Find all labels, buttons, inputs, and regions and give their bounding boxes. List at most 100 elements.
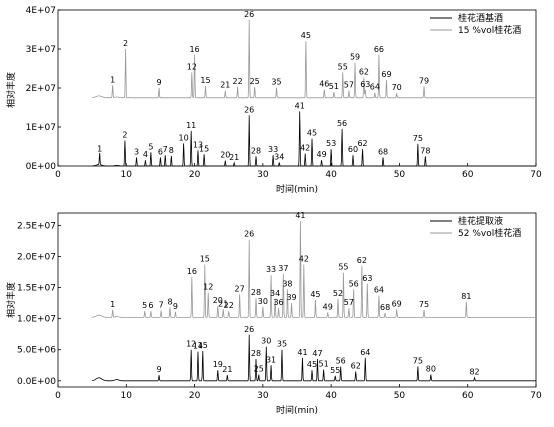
peak-label: 20 bbox=[220, 151, 230, 160]
peak-label: 22 bbox=[224, 301, 234, 310]
peak-label: 80 bbox=[426, 365, 436, 374]
peak-label: 12 bbox=[203, 283, 213, 292]
peak-label: 42 bbox=[300, 144, 310, 153]
peak-label: 55 bbox=[338, 263, 348, 272]
peak-label: 20 bbox=[213, 296, 223, 305]
peak-label: 60 bbox=[348, 145, 358, 154]
y-axis-label: 相对丰度 bbox=[5, 72, 17, 108]
peak-label: 45 bbox=[301, 31, 311, 40]
peak-label: 12 bbox=[187, 62, 197, 71]
legend-entry: 52 %vol桂花酒 bbox=[458, 227, 521, 239]
peak-label: 57 bbox=[344, 81, 354, 90]
peak-label: 41 bbox=[295, 211, 305, 220]
peak-label: 66 bbox=[374, 45, 384, 54]
peak-label: 75 bbox=[413, 356, 423, 365]
y-tick-label: 5.0E+06 bbox=[17, 346, 56, 356]
plot-frame bbox=[57, 212, 537, 388]
peak-label: 5 bbox=[142, 301, 147, 310]
y-tick-label: 0E+00 bbox=[26, 162, 57, 172]
peak-label: 55 bbox=[330, 366, 340, 375]
peak-label: 15 bbox=[198, 341, 208, 350]
peak-label: 45 bbox=[307, 129, 317, 138]
peak-label: 64 bbox=[370, 83, 380, 92]
peak-label: 7 bbox=[159, 301, 164, 310]
peak-label: 25 bbox=[250, 77, 260, 86]
peak-label: 62 bbox=[357, 256, 367, 265]
peak-label: 53 bbox=[326, 139, 336, 148]
peak-label: 28 bbox=[251, 146, 261, 155]
peak-label: 79 bbox=[419, 76, 429, 85]
x-tick-label: 50 bbox=[394, 170, 406, 180]
peak-label: 36 bbox=[273, 298, 283, 307]
peak-label: 45 bbox=[307, 360, 317, 369]
peak-label: 16 bbox=[189, 45, 199, 54]
peak-label: 2 bbox=[123, 39, 128, 48]
peak-label: 26 bbox=[244, 10, 254, 19]
peak-label: 68 bbox=[380, 303, 390, 312]
peak-label: 70 bbox=[392, 83, 402, 92]
peak-label: 4 bbox=[143, 150, 148, 159]
peak-label: 30 bbox=[261, 337, 271, 346]
peak-label: 68 bbox=[378, 147, 388, 156]
x-tick-label: 30 bbox=[257, 170, 269, 180]
peak-label: 21 bbox=[220, 81, 230, 90]
peak-label: 64 bbox=[374, 286, 384, 295]
peak-label: 31 bbox=[266, 355, 276, 364]
series-line bbox=[92, 221, 536, 318]
peak-label: 75 bbox=[419, 300, 429, 309]
y-tick-label: 2.0E+07 bbox=[17, 253, 56, 263]
x-axis-label: 时间(min) bbox=[276, 183, 318, 195]
peak-label: 47 bbox=[312, 349, 322, 358]
peak-label: 42 bbox=[299, 255, 309, 264]
peak-label: 30 bbox=[258, 297, 268, 306]
y-tick-label: 1.5E+07 bbox=[17, 284, 56, 294]
peak-label: 38 bbox=[282, 279, 292, 288]
peak-label: 52 bbox=[333, 289, 343, 298]
peak-label: 46 bbox=[319, 80, 329, 89]
peak-label: 33 bbox=[266, 265, 276, 274]
peak-label: 25 bbox=[254, 365, 264, 374]
peak-label: 21 bbox=[229, 153, 239, 162]
x-tick-label: 20 bbox=[189, 391, 201, 401]
peak-label: 51 bbox=[319, 360, 329, 369]
legend-entry: 15 %vol桂花酒 bbox=[458, 24, 521, 36]
peak-label: 19 bbox=[213, 360, 223, 369]
peak-label: 35 bbox=[277, 340, 287, 349]
peak-label: 39 bbox=[286, 293, 296, 302]
peak-label: 26 bbox=[244, 105, 254, 114]
peak-label: 62 bbox=[357, 139, 367, 148]
peak-label: 2 bbox=[122, 131, 127, 140]
peak-label: 33 bbox=[268, 145, 278, 154]
peak-label: 10 bbox=[179, 133, 189, 142]
y-tick-label: 3E+07 bbox=[26, 45, 56, 55]
peak-label: 78 bbox=[420, 146, 430, 155]
chart-panel-1: 0 10 20 30 40 50 60 70 0E+00 1E+07 2E+07 3E+07 4E+07… bbox=[5, 6, 542, 195]
peak-label: 21 bbox=[218, 299, 228, 308]
peak-label: 8 bbox=[167, 297, 172, 306]
peak-label: 12 bbox=[186, 340, 196, 349]
series-line bbox=[92, 19, 536, 99]
y-tick-label: 2.5E+07 bbox=[17, 221, 56, 231]
series-line bbox=[92, 334, 536, 382]
x-tick-label: 60 bbox=[462, 391, 474, 401]
peak-label: 51 bbox=[329, 82, 339, 91]
peak-label: 3 bbox=[134, 147, 139, 156]
peak-label: 7 bbox=[163, 145, 168, 154]
peak-label: 13 bbox=[193, 140, 203, 149]
peak-label: 6 bbox=[148, 301, 153, 310]
peak-label: 1 bbox=[110, 75, 115, 84]
peak-label: 27 bbox=[235, 284, 245, 293]
peak-label: 34 bbox=[270, 289, 280, 298]
x-tick-label: 10 bbox=[121, 391, 133, 401]
peak-label: 34 bbox=[274, 152, 284, 161]
peak-label: 41 bbox=[295, 101, 305, 110]
peak-label: 9 bbox=[173, 302, 178, 311]
peak-label: 59 bbox=[350, 53, 360, 62]
x-axis-label: 时间(min) bbox=[276, 404, 318, 416]
x-tick-label: 10 bbox=[121, 170, 133, 180]
x-tick-label: 40 bbox=[325, 391, 337, 401]
peak-label: 56 bbox=[337, 119, 347, 128]
